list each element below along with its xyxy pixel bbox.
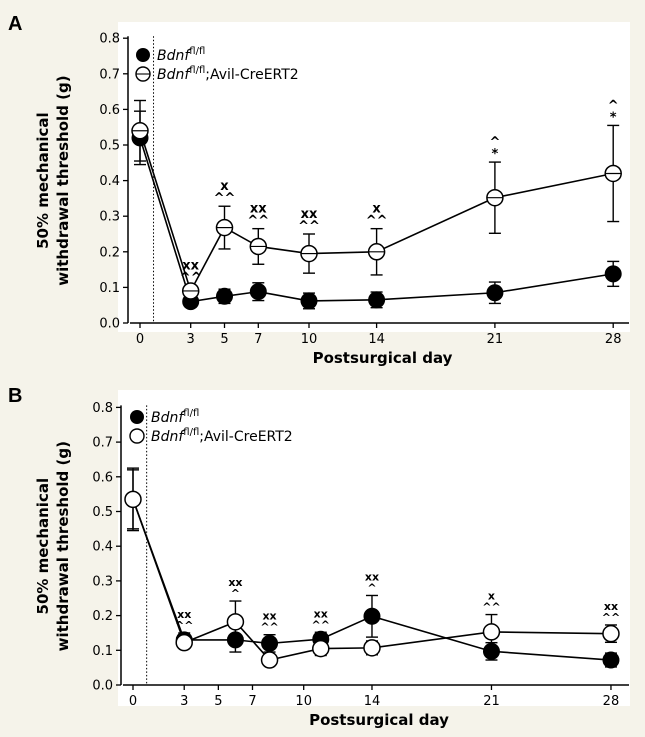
legend-label-2: Bdnffl/fl;Avil-CreERT2 xyxy=(151,427,293,445)
legend-superscript: fl/fl xyxy=(183,408,199,419)
legend-marker-1 xyxy=(136,48,150,62)
y-tick-label: 0.8 xyxy=(92,401,113,416)
legend-gene: Bdnf xyxy=(151,429,185,445)
significance-annotation: ^^ xyxy=(175,619,193,632)
significance-annotation: ^^ xyxy=(214,191,236,206)
y-tick-label: 0.1 xyxy=(92,644,113,659)
series-2-point xyxy=(125,491,141,507)
x-tick-label: 28 xyxy=(605,332,622,347)
series-1-point xyxy=(364,608,380,624)
x-tick-label: 0 xyxy=(136,332,144,347)
x-tick-label: 3 xyxy=(180,694,188,709)
panel-b: B 0.0 0.1 0.2 0.3 0.4 0.5 0.6 0.7 0.8 0 3 5 7 10 14 21 2… xyxy=(0,370,645,737)
series-1-point xyxy=(603,652,619,668)
legend-gene: Bdnf xyxy=(157,48,191,64)
y-axis-title-line2: withdrawal threshold (g) xyxy=(54,441,72,651)
series-1-point xyxy=(483,643,499,659)
y-tick-label: 0.7 xyxy=(99,67,120,82)
significance-annotation: ^^ xyxy=(247,214,269,229)
series-1-point xyxy=(369,292,385,308)
y-tick-label: 0.8 xyxy=(99,32,120,47)
y-tick-label: 0.4 xyxy=(99,174,120,189)
series-2-point xyxy=(603,626,619,642)
significance-annotation: * xyxy=(610,110,617,125)
x-tick-label: 5 xyxy=(214,694,222,709)
significance-annotation: ^^ xyxy=(298,219,320,234)
series-1-point xyxy=(217,288,233,304)
x-tick-label: 14 xyxy=(364,694,381,709)
legend-gene: Bdnf xyxy=(151,410,185,426)
series-2-point xyxy=(313,641,329,657)
x-tick-label: 14 xyxy=(368,332,385,347)
y-tick-label: 0.7 xyxy=(92,436,113,451)
y-tick-label: 0.5 xyxy=(92,505,113,520)
x-tick-label: 7 xyxy=(248,694,256,709)
x-tick-label: 5 xyxy=(220,332,228,347)
series-1-point xyxy=(605,266,621,282)
y-tick-label: 0.2 xyxy=(99,245,120,260)
legend-suffix: ;Avil-CreERT2 xyxy=(199,429,292,445)
legend-marker-1 xyxy=(130,410,144,424)
significance-annotation: ^ xyxy=(367,581,376,594)
y-tick-label: 0.4 xyxy=(92,540,113,555)
significance-annotation: ^^ xyxy=(180,271,202,286)
significance-annotation: ^^ xyxy=(312,618,330,631)
significance-annotation: ^ xyxy=(231,587,240,600)
y-tick-label: 0.0 xyxy=(92,679,113,694)
legend-superscript: fl/fl xyxy=(189,65,205,76)
series-1-point xyxy=(262,635,278,651)
x-tick-label: 7 xyxy=(254,332,262,347)
y-tick-label: 0.2 xyxy=(92,609,113,624)
series-2-point xyxy=(483,624,499,640)
x-tick-label: 3 xyxy=(187,332,195,347)
x-tick-label: 28 xyxy=(603,694,620,709)
significance-annotation: ^^ xyxy=(260,621,278,634)
panel-b-chart: B 0.0 0.1 0.2 0.3 0.4 0.5 0.6 0.7 0.8 0 3 5 7 10 14 21 2… xyxy=(0,370,645,737)
panel-a-chart: A 0.0 0.1 0.2 0.3 0.4 0.5 0.6 0.7 0.8 0 3 5 7 10 14 21 2… xyxy=(0,0,645,370)
legend-marker-2 xyxy=(130,429,144,443)
series-2-point xyxy=(364,640,380,656)
x-axis-title: Postsurgical day xyxy=(309,711,449,729)
series-1-point xyxy=(250,284,266,300)
y-tick-label: 0.1 xyxy=(99,281,120,296)
x-tick-label: 21 xyxy=(487,332,504,347)
legend-superscript: fl/fl xyxy=(189,46,205,57)
significance-annotation: ^^ xyxy=(602,611,620,624)
x-tick-label: 0 xyxy=(129,694,137,709)
series-2-point xyxy=(176,635,192,651)
series-2-point xyxy=(227,614,243,630)
y-tick-label: 0.5 xyxy=(99,139,120,154)
y-axis-title-line2: withdrawal threshold (g) xyxy=(54,75,72,285)
significance-annotation: ^^ xyxy=(366,214,388,229)
series-1-point xyxy=(301,293,317,309)
significance-annotation: * xyxy=(491,147,498,162)
x-axis-title: Postsurgical day xyxy=(313,349,453,367)
legend-superscript: fl/fl xyxy=(183,427,199,438)
series-1-point xyxy=(227,632,243,648)
panel-label: A xyxy=(8,13,22,35)
y-tick-label: 0.3 xyxy=(99,210,120,225)
significance-annotation: ^^ xyxy=(482,601,500,614)
legend-suffix: ;Avil-CreERT2 xyxy=(205,67,298,83)
series-1-point xyxy=(487,285,503,301)
y-tick-label: 0.6 xyxy=(99,103,120,118)
y-axis-title-line1: 50% mechanical xyxy=(34,478,52,615)
y-tick-label: 0.0 xyxy=(99,317,120,332)
x-tick-label: 21 xyxy=(483,694,500,709)
panel-label: B xyxy=(8,385,22,407)
panel-a: A 0.0 0.1 0.2 0.3 0.4 0.5 0.6 0.7 0.8 0 3 5 7 10 14 21 2… xyxy=(0,0,645,370)
x-tick-label: 10 xyxy=(295,694,312,709)
y-axis-title-line1: 50% mechanical xyxy=(34,112,52,249)
legend-label-2: Bdnffl/fl;Avil-CreERT2 xyxy=(157,65,299,83)
y-tick-label: 0.6 xyxy=(92,470,113,485)
series-2-point xyxy=(262,652,278,668)
legend-gene: Bdnf xyxy=(157,67,191,83)
y-tick-label: 0.3 xyxy=(92,574,113,589)
x-tick-label: 10 xyxy=(301,332,318,347)
